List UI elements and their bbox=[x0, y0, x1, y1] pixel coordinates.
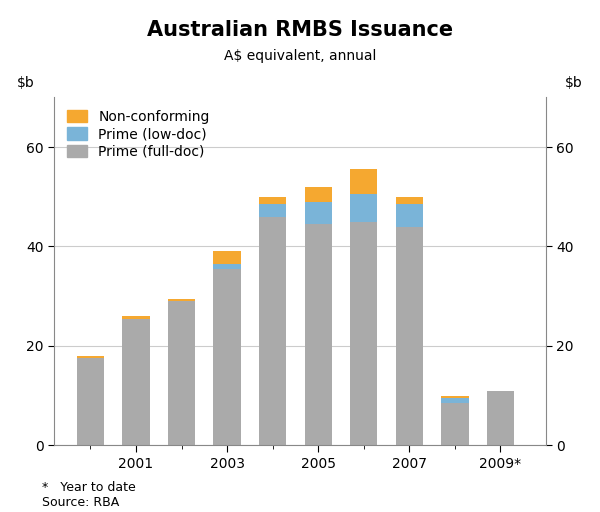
Legend: Non-conforming, Prime (low-doc), Prime (full-doc): Non-conforming, Prime (low-doc), Prime (… bbox=[61, 104, 215, 164]
Bar bbox=[122, 316, 149, 318]
Bar bbox=[122, 318, 149, 445]
Bar bbox=[214, 269, 241, 445]
Bar bbox=[441, 403, 469, 445]
Bar bbox=[259, 217, 286, 445]
Bar bbox=[214, 264, 241, 269]
Bar bbox=[395, 204, 423, 227]
Text: $b: $b bbox=[565, 76, 583, 90]
Bar bbox=[168, 298, 195, 301]
Bar bbox=[259, 197, 286, 204]
Bar bbox=[441, 398, 469, 403]
Bar bbox=[77, 356, 104, 358]
Bar bbox=[305, 224, 332, 445]
Bar bbox=[77, 358, 104, 445]
Bar bbox=[441, 396, 469, 398]
Bar bbox=[350, 169, 377, 194]
Bar bbox=[350, 194, 377, 222]
Text: *   Year to date
Source: RBA: * Year to date Source: RBA bbox=[42, 481, 136, 509]
Bar bbox=[487, 391, 514, 445]
Bar bbox=[395, 227, 423, 445]
Bar bbox=[305, 187, 332, 202]
Text: $b: $b bbox=[17, 76, 35, 90]
Text: A$ equivalent, annual: A$ equivalent, annual bbox=[224, 49, 376, 62]
Bar bbox=[259, 204, 286, 217]
Bar bbox=[168, 301, 195, 445]
Text: Australian RMBS Issuance: Australian RMBS Issuance bbox=[147, 20, 453, 40]
Bar bbox=[214, 251, 241, 264]
Bar bbox=[395, 197, 423, 204]
Bar bbox=[350, 222, 377, 445]
Bar bbox=[305, 202, 332, 224]
